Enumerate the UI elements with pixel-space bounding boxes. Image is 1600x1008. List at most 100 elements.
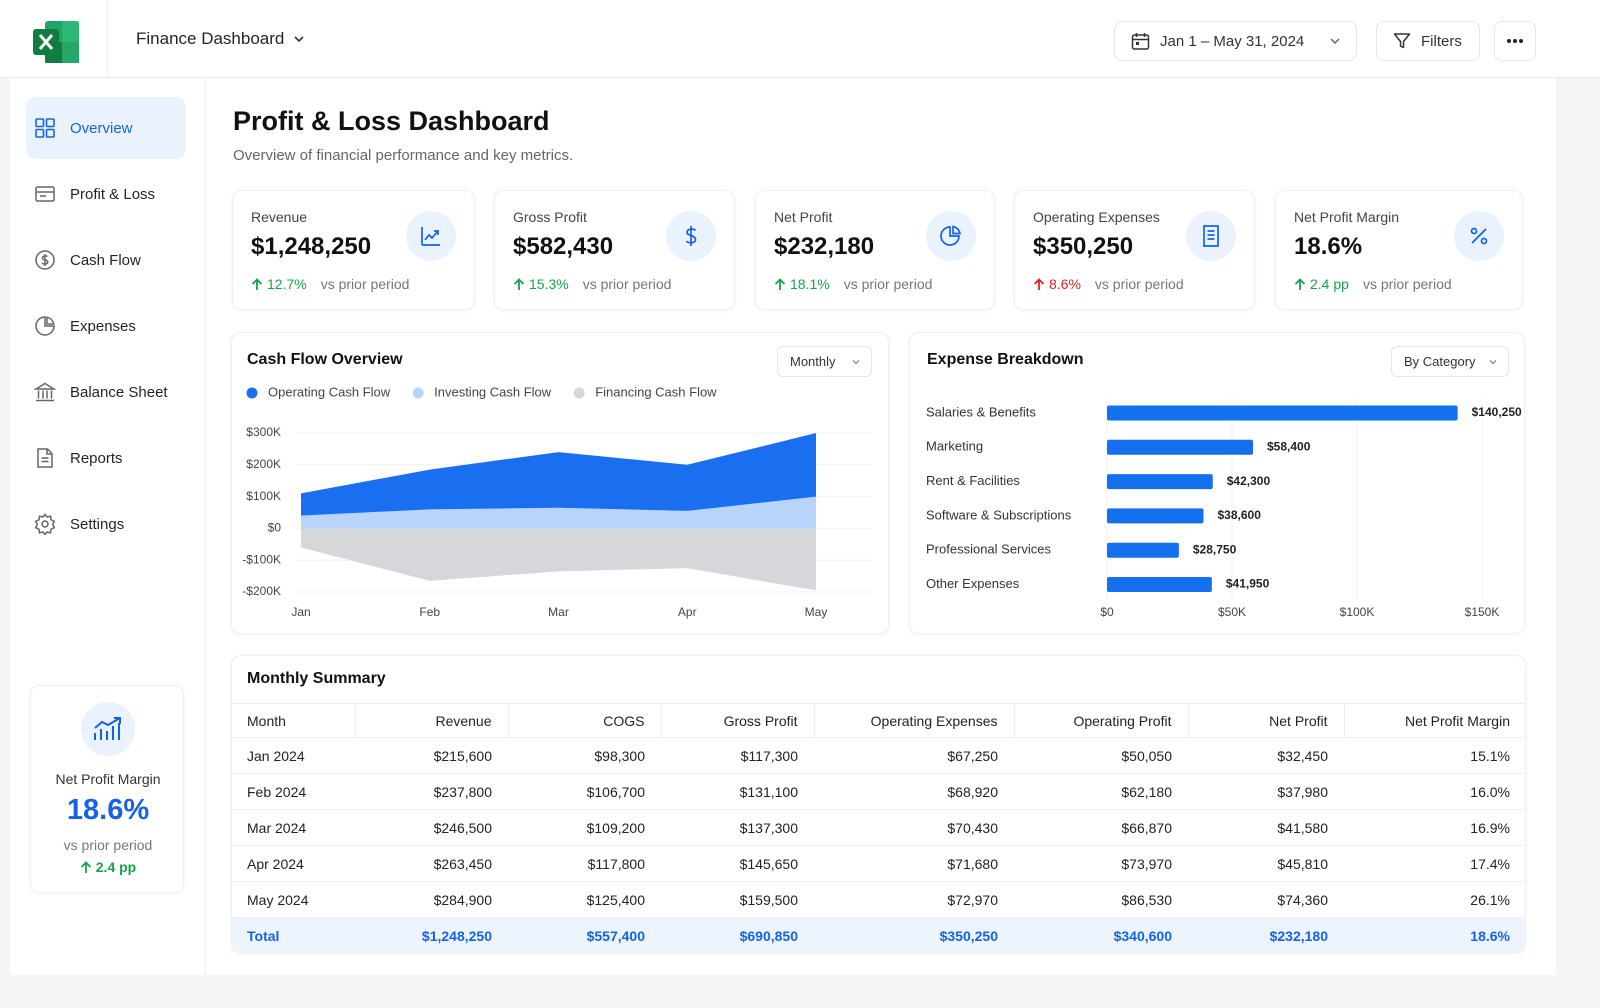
kpi-card: Net Profit Margin 18.6% 2.4 pp vs prior per…: [1275, 190, 1523, 310]
workbook-menu[interactable]: Finance Dashboard: [136, 29, 306, 49]
period-select[interactable]: Monthly: [777, 346, 872, 377]
table-cell: $117,300: [661, 737, 814, 774]
column-header: Net Profit: [1187, 703, 1344, 738]
kpi-label: Net Profit Margin: [1294, 209, 1400, 225]
table-cell: $145,650: [661, 845, 814, 882]
summary-table: Month Revenue COGS Gross Profit Operating Ex…: [232, 703, 1525, 952]
filters-button[interactable]: Filters: [1376, 21, 1480, 61]
table-cell: $73,970: [1014, 845, 1188, 882]
nav-icon: [35, 316, 55, 336]
table-cell: $86,530: [1014, 881, 1188, 918]
kpi-change-value: 18.1%: [790, 276, 830, 292]
table-cell: $68,920: [814, 773, 1014, 810]
kpi-icon: [1454, 211, 1504, 261]
nav-item[interactable]: Balance Sheet: [26, 361, 186, 423]
nav-label: Expenses: [70, 317, 136, 335]
group-select[interactable]: By Category: [1391, 346, 1509, 377]
nav-item[interactable]: Profit & Loss: [26, 163, 186, 225]
kpi-note: vs prior period: [1362, 276, 1452, 292]
calendar-icon: [1131, 32, 1150, 50]
kpi-note: vs prior period: [582, 276, 672, 292]
card-change-value: 2.4 pp: [95, 859, 137, 875]
card-note: vs prior period: [63, 837, 153, 853]
kpi-value: 18.6%: [1294, 233, 1363, 260]
kpi-note: vs prior period: [1094, 276, 1184, 292]
kpi-change: 2.4 pp vs prior period: [1294, 276, 1452, 292]
expense-card: Expense Breakdown By Category: [909, 332, 1525, 634]
kpi-value: $1,248,250: [251, 233, 372, 260]
select-label: Monthly: [790, 354, 836, 369]
table-cell: $131,100: [661, 773, 814, 810]
filter-icon: [1393, 33, 1411, 49]
card-icon: [81, 702, 135, 756]
kpi-change: 12.7% vs prior period: [251, 276, 409, 292]
filters-label: Filters: [1421, 32, 1462, 50]
card-change: 2.4 pp: [31, 859, 185, 875]
column-header: Month: [232, 703, 355, 738]
growth-icon: [94, 717, 121, 740]
table-cell: $246,500: [355, 809, 508, 846]
total-row: Total $1,248,250 $557,400 $690,850 $350,250 $…: [232, 917, 1525, 952]
kpi-card: Net Profit $232,180 18.1% vs prior period: [755, 190, 995, 310]
table-cell: Feb 2024: [232, 773, 355, 810]
kpi-note: vs prior period: [843, 276, 933, 292]
kpi-card: Revenue $1,248,250 12.7% vs prior period: [232, 190, 475, 310]
kpi-label: Gross Profit: [513, 209, 587, 225]
table-cell: Jan 2024: [232, 737, 355, 774]
up-arrow: [513, 277, 525, 290]
kpi-change: 8.6% vs prior period: [1033, 276, 1184, 292]
kpi-change: 15.3% vs prior period: [513, 276, 671, 292]
date-range-picker[interactable]: Jan 1 – May 31, 2024: [1114, 21, 1357, 61]
nav-item[interactable]: Settings: [26, 493, 186, 555]
table-cell: $237,800: [355, 773, 508, 810]
nav-item[interactable]: Expenses: [26, 295, 186, 357]
nav-icon: [34, 513, 56, 535]
kpi-icon: [1186, 211, 1236, 261]
kpi-card: Gross Profit $582,430 15.3% vs prior period: [494, 190, 735, 310]
table-cell: $284,900: [355, 881, 508, 918]
table-cell: 26.1%: [1344, 881, 1525, 918]
kpi-label: Revenue: [251, 209, 308, 225]
select-label: By Category: [1404, 354, 1476, 369]
nav-label: Reports: [70, 449, 123, 467]
nav-label: Overview: [70, 119, 133, 137]
table-cell: $263,450: [355, 845, 508, 882]
nav-icon: [35, 186, 55, 202]
total-cell: Total: [232, 917, 355, 952]
nav-item[interactable]: Overview: [26, 97, 186, 159]
table-cell: 15.1%: [1344, 737, 1525, 774]
table-cell: $45,810: [1188, 845, 1344, 882]
top-bar: Finance Dashboard Jan 1 – May 31, 2024 F…: [0, 0, 1600, 78]
app-title: Finance Dashboard: [136, 29, 285, 48]
total-cell: $232,180: [1188, 917, 1344, 952]
kpi-value: $582,430: [513, 233, 614, 260]
total-cell: $1,248,250: [355, 917, 508, 952]
table-cell: $41,580: [1188, 809, 1344, 846]
icon: [940, 225, 962, 246]
table-row: Mar 2024 $246,500 $109,200 $137,300 $70,430 $…: [232, 809, 1525, 846]
more-button[interactable]: [1494, 21, 1536, 61]
table-cell: $66,870: [1014, 809, 1188, 846]
table-cell: 17.4%: [1344, 845, 1525, 882]
kpi-label: Net Profit: [774, 209, 833, 225]
chart-title: Cash Flow Overview: [247, 351, 403, 368]
nav-item[interactable]: Cash Flow: [26, 229, 186, 291]
nav-item[interactable]: Reports: [26, 427, 186, 489]
nav-icon: [37, 448, 53, 468]
table-cell: $50,050: [1014, 737, 1188, 774]
kpi-note: vs prior period: [320, 276, 410, 292]
table-cell: Apr 2024: [232, 845, 355, 882]
icon: [1470, 227, 1488, 245]
app-logo[interactable]: [33, 21, 79, 63]
more-icon: [1507, 39, 1523, 43]
table-row: May 2024 $284,900 $125,400 $159,500 $72,970 $…: [232, 881, 1525, 918]
column-header: Revenue: [354, 703, 508, 738]
chart-title: Expense Breakdown: [927, 351, 1084, 368]
total-cell: $557,400: [508, 917, 661, 952]
kpi-icon: [926, 211, 976, 261]
total-cell: $690,850: [661, 917, 814, 952]
table-row: Jan 2024 $215,600 $98,300 $117,300 $67,250 $5…: [232, 737, 1525, 774]
nav-icon: [35, 118, 55, 138]
table-cell: Mar 2024: [232, 809, 355, 846]
cash-flow-card: Cash Flow Overview Monthly: [231, 332, 889, 634]
